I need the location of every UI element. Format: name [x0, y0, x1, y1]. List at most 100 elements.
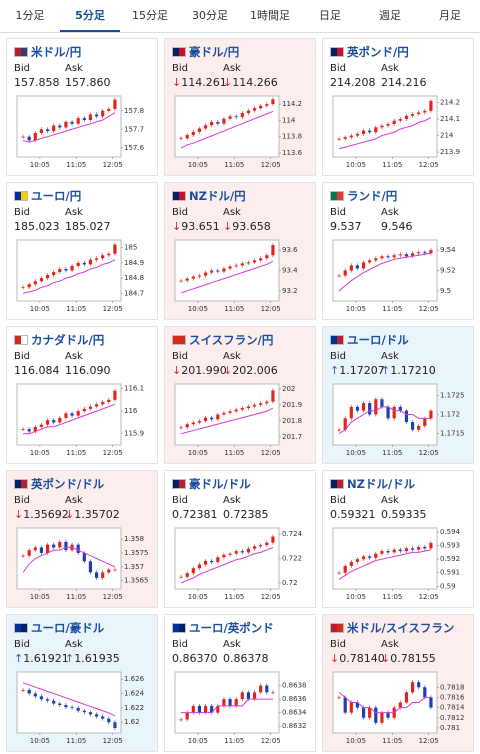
- bid-label: Bid: [330, 207, 346, 218]
- candle: [259, 545, 263, 547]
- candle: [113, 244, 117, 254]
- candle: [216, 705, 220, 713]
- candle: [417, 112, 421, 115]
- rate-card[interactable]: 英ポンド/ドル Bid Ask ↓1.35692 ↓1.35702 1.358 1.3575…: [6, 470, 158, 608]
- pair-name[interactable]: 米ドル/スイスフラン: [347, 621, 455, 635]
- candle: [39, 547, 44, 553]
- bid-value: 0.78140: [339, 652, 385, 665]
- flag-icon: [330, 47, 344, 57]
- pair-name[interactable]: 豪ドル/ドル: [189, 477, 251, 491]
- rate-card[interactable]: 豪ドル/円 Bid Ask ↓114.261 ↓114.266 114.2 114 113.8…: [164, 38, 316, 176]
- rate-card[interactable]: NZドル/円 Bid Ask ↓93.651 ↓93.658 93.6 93.4 93.2 10…: [164, 182, 316, 320]
- candle: [374, 258, 378, 261]
- rate-card[interactable]: ユーロ/ドル Bid Ask ↑1.17207 ↑1.17210 1.1725 1.172 1…: [322, 326, 474, 464]
- rate-card[interactable]: ユーロ/円 Bid Ask 185.023 185.027 185 184.9 184.8 18…: [6, 182, 158, 320]
- plot-area: [16, 239, 122, 302]
- candle: [410, 548, 415, 550]
- ask-value: 214.216: [381, 76, 427, 89]
- candle: [246, 692, 251, 700]
- flag-icon: [172, 191, 186, 201]
- candle: [252, 260, 257, 263]
- pair-name[interactable]: 英ポンド/円: [347, 45, 409, 59]
- y-tick-label: 113.6: [282, 149, 303, 157]
- candle: [410, 253, 415, 257]
- flag-icon: [14, 47, 28, 57]
- tab[interactable]: 1分足: [15, 9, 45, 22]
- candle: [271, 390, 275, 402]
- pair-name[interactable]: ユーロ/ドル: [347, 333, 409, 347]
- ask-value: 9.546: [381, 220, 413, 233]
- candle: [429, 410, 433, 419]
- candle: [404, 548, 409, 552]
- rate-card[interactable]: ランド/円 Bid Ask 9.537 9.546 9.54 9.52 9.5 10:05 11:…: [322, 182, 474, 320]
- candle: [33, 547, 37, 551]
- tab[interactable]: 5分足: [60, 0, 120, 32]
- rate-card[interactable]: 英ポンド/円 Bid Ask 214.208 214.216 214.2 214.1 214 2…: [322, 38, 474, 176]
- candle: [259, 685, 263, 693]
- ask-value: 1.17210: [390, 364, 436, 377]
- candle: [252, 692, 257, 700]
- ask-price: ↑1.17210: [381, 364, 436, 377]
- tab[interactable]: 週足: [379, 9, 401, 22]
- candle: [185, 135, 189, 139]
- y-tick-label: 1.357: [124, 563, 144, 571]
- rate-card[interactable]: 豪ドル/ドル Bid Ask 0.72381 0.72385 0.724 0.722 0.72…: [164, 470, 316, 608]
- candle: [70, 121, 74, 124]
- pair-name[interactable]: NZドル/円: [189, 189, 246, 203]
- rate-card[interactable]: ユーロ/英ポンド Bid Ask 0.86370 0.86378 0.8638 0.8636…: [164, 614, 316, 752]
- pair-name[interactable]: 米ドル/円: [31, 45, 82, 59]
- moving-average: [22, 546, 116, 573]
- tab[interactable]: 日足: [319, 9, 341, 22]
- candle: [52, 125, 56, 132]
- tab[interactable]: 1時間足: [250, 9, 290, 22]
- tab[interactable]: 15分足: [132, 9, 168, 22]
- candle: [222, 554, 226, 558]
- pair-name[interactable]: ユーロ/円: [31, 189, 82, 203]
- candle: [386, 551, 390, 553]
- y-tick-label: 184.9: [124, 259, 144, 267]
- candle: [101, 402, 105, 405]
- ask-value: 0.59335: [381, 508, 427, 521]
- y-tick-label: 0.8636: [282, 695, 307, 703]
- flag-icon: [172, 335, 186, 345]
- ask-label: Ask: [65, 63, 83, 74]
- pair-name[interactable]: カナダドル/円: [31, 333, 105, 347]
- candle: [368, 130, 372, 133]
- plot-area: [174, 383, 280, 446]
- trend-arrow: ↓: [172, 220, 182, 233]
- candle: [64, 413, 68, 418]
- x-tick-label: 11:05: [382, 449, 402, 457]
- candle: [52, 272, 56, 276]
- rate-card[interactable]: NZドル/ドル Bid Ask 0.59321 0.59335 0.594 0.593 0.5…: [322, 470, 474, 608]
- flag-icon: [330, 479, 344, 489]
- tab[interactable]: 30分足: [192, 9, 228, 22]
- pair-name[interactable]: ユーロ/英ポンド: [189, 621, 274, 635]
- candle: [107, 399, 111, 403]
- pair-name[interactable]: 豪ドル/円: [189, 45, 240, 59]
- candle: [343, 418, 347, 430]
- rate-card[interactable]: スイスフラン/円 Bid Ask ↓201.990 ↓202.006 202 201.9 20…: [164, 326, 316, 464]
- rate-card[interactable]: ユーロ/豪ドル Bid Ask ↑1.61921 ↑1.61935 1.626 1.624 1…: [6, 614, 158, 752]
- candle: [361, 130, 366, 134]
- mini-chart: 185 184.9 184.8 184.7 10:05 11:05 12:05: [16, 239, 144, 313]
- rate-card[interactable]: 米ドル/スイスフラン Bid Ask ↓0.78140 ↓0.78155 0.7818 0.…: [322, 614, 474, 752]
- pair-name[interactable]: スイスフラン/円: [189, 333, 274, 347]
- x-tick-label: 12:05: [103, 593, 123, 601]
- pair-name[interactable]: 英ポンド/ドル: [31, 477, 105, 491]
- pair-name[interactable]: ユーロ/豪ドル: [31, 621, 105, 635]
- candle: [64, 121, 68, 128]
- candle: [349, 406, 353, 419]
- candle: [423, 546, 427, 549]
- candle: [58, 703, 62, 706]
- tab[interactable]: 月足: [439, 9, 461, 22]
- candle: [52, 420, 56, 423]
- mini-chart: 1.358 1.3575 1.357 1.3565 10:05 11:05 12:05: [16, 527, 149, 601]
- candle: [197, 705, 202, 713]
- ask-label: Ask: [223, 495, 241, 506]
- candle: [392, 406, 396, 419]
- candle: [113, 569, 117, 571]
- pair-name[interactable]: ランド/円: [347, 189, 398, 203]
- rate-card[interactable]: 米ドル/円 Bid Ask 157.858 157.860 157.8 157.7 157.6…: [6, 38, 158, 176]
- pair-name[interactable]: NZドル/ドル: [347, 477, 416, 491]
- rate-card[interactable]: カナダドル/円 Bid Ask 116.084 116.090 116.1 116 115.9…: [6, 326, 158, 464]
